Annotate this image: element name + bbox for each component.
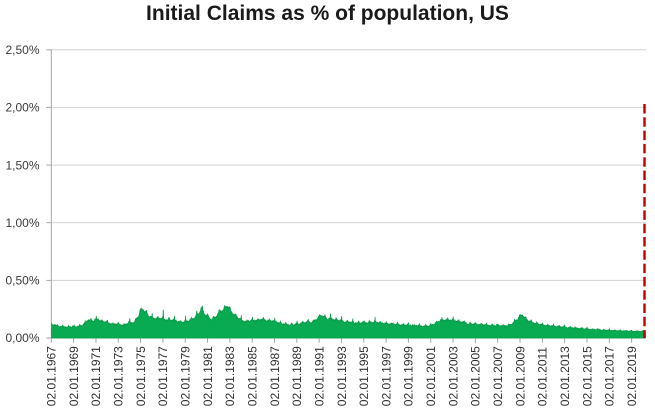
svg-text:02.01.2017: 02.01.2017 bbox=[603, 346, 617, 406]
svg-text:02.01.2003: 02.01.2003 bbox=[446, 346, 460, 406]
svg-text:02.01.2011: 02.01.2011 bbox=[536, 347, 550, 406]
svg-text:02.01.1967: 02.01.1967 bbox=[45, 346, 59, 406]
svg-text:02.01.2015: 02.01.2015 bbox=[580, 346, 594, 406]
svg-text:02.01.1975: 02.01.1975 bbox=[134, 346, 148, 406]
svg-text:02.01.1979: 02.01.1979 bbox=[179, 346, 193, 406]
svg-text:02.01.1985: 02.01.1985 bbox=[245, 346, 259, 406]
svg-text:02.01.1987: 02.01.1987 bbox=[268, 346, 282, 406]
svg-text:02.01.1993: 02.01.1993 bbox=[335, 346, 349, 406]
svg-text:02.01.1983: 02.01.1983 bbox=[223, 346, 237, 406]
svg-text:02.01.1997: 02.01.1997 bbox=[379, 346, 393, 406]
svg-text:02.01.1999: 02.01.1999 bbox=[402, 346, 416, 406]
svg-text:02.01.1989: 02.01.1989 bbox=[290, 346, 304, 406]
svg-text:02.01.2009: 02.01.2009 bbox=[513, 346, 527, 406]
svg-text:02.01.1973: 02.01.1973 bbox=[112, 346, 126, 406]
svg-text:02.01.2007: 02.01.2007 bbox=[491, 346, 505, 406]
svg-text:02.01.1977: 02.01.1977 bbox=[156, 346, 170, 406]
svg-text:02.01.1971: 02.01.1971 bbox=[89, 346, 103, 406]
svg-text:1,00%: 1,00% bbox=[5, 216, 39, 230]
svg-text:02.01.2001: 02.01.2001 bbox=[424, 346, 438, 406]
svg-text:02.01.2019: 02.01.2019 bbox=[625, 346, 639, 406]
svg-text:2,50%: 2,50% bbox=[5, 43, 39, 57]
svg-text:1,50%: 1,50% bbox=[5, 158, 39, 172]
svg-text:0,00%: 0,00% bbox=[5, 331, 39, 345]
svg-text:2,00%: 2,00% bbox=[5, 101, 39, 115]
svg-text:02.01.2013: 02.01.2013 bbox=[558, 346, 572, 406]
svg-text:02.01.1969: 02.01.1969 bbox=[67, 346, 81, 406]
svg-text:0,50%: 0,50% bbox=[5, 274, 39, 288]
svg-text:02.01.2005: 02.01.2005 bbox=[469, 346, 483, 406]
svg-text:02.01.1981: 02.01.1981 bbox=[201, 346, 215, 406]
svg-text:02.01.1995: 02.01.1995 bbox=[357, 346, 371, 406]
svg-text:02.01.1991: 02.01.1991 bbox=[312, 346, 326, 406]
